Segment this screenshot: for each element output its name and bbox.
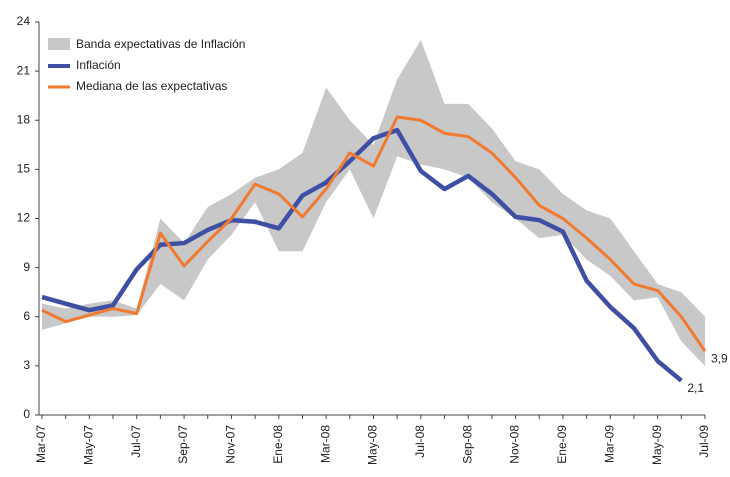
line: [41, 127, 683, 383]
x-tick-label: May-07: [82, 425, 96, 465]
y-tick-label: 21: [17, 63, 31, 77]
x-tick-label: Mar-08: [318, 425, 332, 463]
legend-swatch: [48, 38, 70, 50]
y-tick-label: 15: [17, 162, 31, 176]
y-tick-label: 6: [23, 309, 30, 323]
legend-label: Mediana de las expectativas: [76, 79, 227, 93]
x-tick-label: Nov-08: [508, 425, 522, 464]
y-tick-label: 12: [17, 211, 31, 225]
y-tick-label: 9: [23, 260, 30, 274]
x-tick-label: Jul-07: [129, 425, 143, 458]
x-tick-label: Ene-09: [555, 425, 569, 464]
y-tick-label: 3: [23, 358, 30, 372]
x-tick-label: Sep-08: [460, 425, 474, 464]
x-tick-label: Nov-07: [224, 425, 238, 464]
x-tick-label: Jul-08: [413, 425, 427, 458]
x-tick-label: May-09: [650, 425, 664, 465]
x-tick-label: May-08: [366, 425, 380, 465]
line: [41, 115, 707, 352]
data-label: 3,9: [711, 351, 728, 365]
y-tick-label: 0: [23, 407, 30, 421]
x-tick-label: Mar-09: [602, 425, 616, 463]
x-tick-label: Jul-09: [697, 425, 711, 458]
x-tick-label: Ene-08: [271, 425, 285, 464]
y-tick-label: 18: [17, 112, 31, 126]
x-tick-label: Sep-07: [176, 425, 190, 464]
legend-label: Banda expectativas de Inflación: [76, 37, 245, 51]
x-tick-label: Mar-07: [34, 425, 48, 463]
y-tick-label: 24: [17, 14, 31, 28]
data-label: 2,1: [687, 381, 704, 395]
legend-label: Inflación: [76, 58, 121, 72]
band: [42, 40, 705, 366]
